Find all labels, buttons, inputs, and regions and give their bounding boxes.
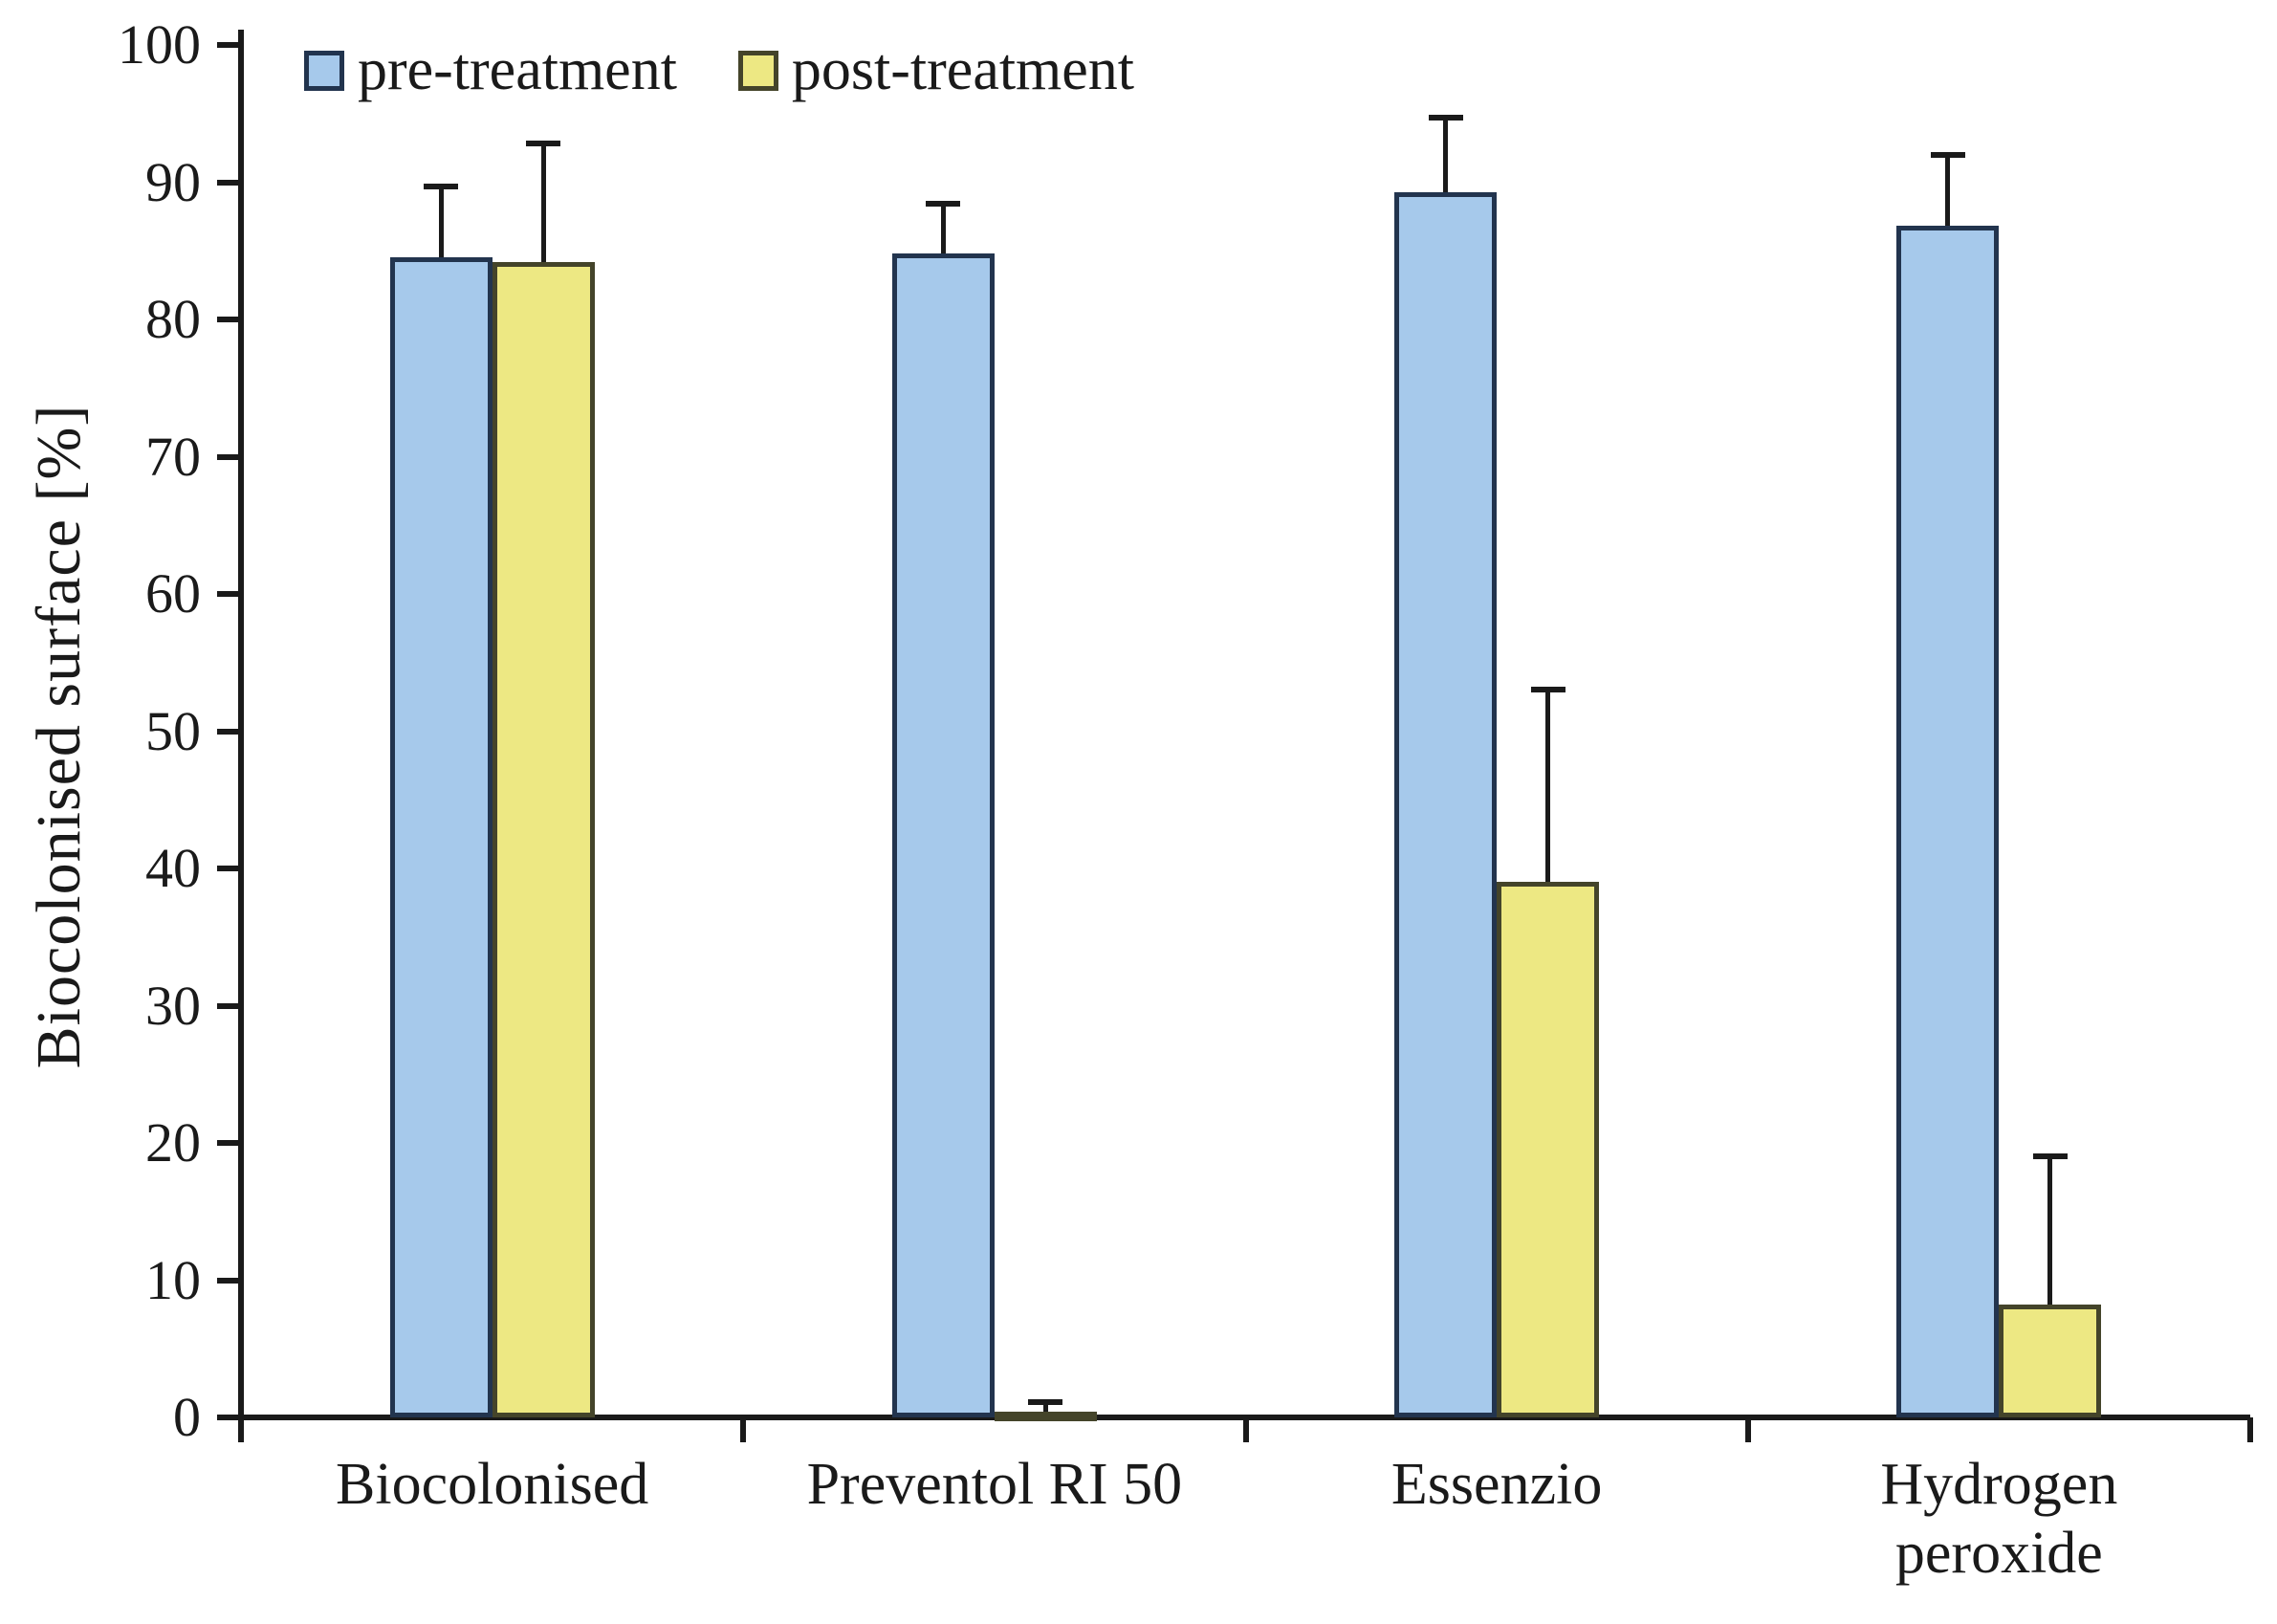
- y-tick-mark: [217, 42, 238, 48]
- x-category-label-Preventol RI 50: Preventol RI 50: [806, 1452, 1183, 1517]
- y-tick-mark: [217, 1002, 238, 1009]
- y-tick-mark: [217, 1277, 238, 1284]
- y-tick-mark: [217, 866, 238, 871]
- error-bar-line-pre-treatment-Essenzio: [1443, 118, 1449, 192]
- error-bar-cap-post-treatment-Biocolonised: [526, 141, 561, 147]
- y-tick-label: 70: [145, 425, 201, 488]
- legend-item-post-treatment: post-treatment: [737, 36, 1135, 104]
- y-tick-label: 40: [145, 837, 201, 899]
- y-tick-mark: [217, 317, 238, 322]
- y-tick-mark: [217, 728, 238, 735]
- y-tick-label: 30: [145, 974, 201, 1037]
- x-category-label-Hydrogen peroxide: Hydrogen peroxide: [1880, 1452, 2118, 1586]
- error-bar-line-post-treatment-Biocolonised: [540, 143, 546, 262]
- x-category-label-Biocolonised: Biocolonised: [336, 1452, 649, 1517]
- x-tick-mark: [1242, 1417, 1249, 1442]
- y-tick-mark: [217, 1415, 238, 1420]
- y-tick-label: 90: [145, 150, 201, 213]
- bar-post-treatment-Biocolonised: [492, 261, 595, 1417]
- legend-label-pre-treatment: pre-treatment: [358, 37, 677, 102]
- bar-post-treatment-Preventol RI 50: [994, 1412, 1097, 1421]
- bar-post-treatment-Essenzio: [1497, 882, 1600, 1417]
- error-bar-line-post-treatment-Hydrogen peroxide: [2047, 1156, 2053, 1306]
- y-tick-label: 0: [173, 1386, 201, 1448]
- bar-pre-treatment-Biocolonised: [389, 257, 493, 1417]
- y-tick-label: 50: [145, 699, 201, 762]
- error-bar-cap-post-treatment-Essenzio: [1530, 687, 1565, 693]
- error-bar-cap-pre-treatment-Preventol RI 50: [926, 201, 961, 208]
- bar-pre-treatment-Hydrogen peroxide: [1896, 226, 2000, 1417]
- plot-area: 0 10 20 30 40 50 60 70 80 90 100: [118, 13, 2253, 1448]
- bar-pre-treatment-Preventol RI 50: [891, 253, 995, 1417]
- y-axis-line: [238, 30, 244, 1420]
- y-tick-label: 100: [118, 13, 201, 76]
- legend-swatch-pre-treatment-icon: [304, 50, 344, 91]
- x-tick-mark: [1744, 1417, 1751, 1442]
- error-bar-line-pre-treatment-Preventol RI 50: [940, 204, 946, 254]
- x-tick-mark: [238, 1417, 244, 1442]
- y-tick-mark: [217, 591, 238, 597]
- error-bar-cap-post-treatment-Hydrogen peroxide: [2032, 1153, 2068, 1160]
- x-tick-mark: [740, 1417, 747, 1442]
- y-tick-mark: [217, 1140, 238, 1146]
- y-tick-mark: [217, 453, 238, 460]
- legend-label-post-treatment: post-treatment: [791, 37, 1135, 102]
- legend-item-pre-treatment: pre-treatment: [304, 36, 677, 104]
- error-bar-cap-post-treatment-Preventol RI 50: [1028, 1399, 1063, 1406]
- error-bar-cap-pre-treatment-Hydrogen peroxide: [1930, 151, 1965, 158]
- y-tick-label: 20: [145, 1111, 201, 1174]
- y-tick-label: 80: [145, 288, 201, 350]
- x-tick-mark: [2247, 1417, 2253, 1442]
- error-bar-line-post-treatment-Preventol RI 50: [1042, 1402, 1048, 1413]
- bar-post-treatment-Hydrogen peroxide: [1999, 1305, 2102, 1417]
- y-tick-label: 10: [145, 1248, 201, 1311]
- error-bar-line-pre-treatment-Biocolonised: [438, 186, 444, 258]
- error-bar-line-post-treatment-Essenzio: [1545, 690, 1551, 883]
- bar-pre-treatment-Essenzio: [1394, 191, 1498, 1417]
- error-bar-line-pre-treatment-Hydrogen peroxide: [1945, 154, 1951, 227]
- y-tick-label: 60: [145, 562, 201, 625]
- error-bar-cap-pre-treatment-Biocolonised: [424, 183, 459, 189]
- x-category-label-Essenzio: Essenzio: [1390, 1452, 1603, 1517]
- y-tick-mark: [217, 179, 238, 186]
- legend-swatch-post-treatment-icon: [737, 50, 778, 91]
- legend: pre-treatment post-treatment: [304, 36, 1134, 104]
- error-bar-cap-pre-treatment-Essenzio: [1428, 115, 1463, 121]
